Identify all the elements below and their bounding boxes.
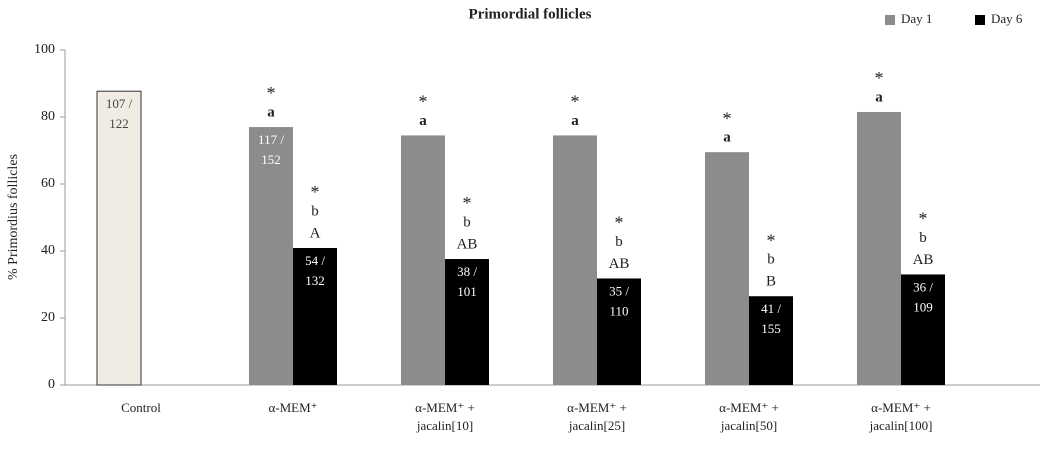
bar	[597, 278, 641, 385]
bar	[749, 296, 793, 385]
significance-marker: a	[267, 104, 275, 120]
legend-label: Day 1	[901, 11, 932, 26]
y-tick-label: 20	[41, 310, 55, 325]
significance-marker: B	[766, 274, 776, 290]
significance-marker: A	[310, 225, 321, 241]
significance-marker: b	[767, 252, 775, 268]
significance-marker: b	[615, 234, 623, 250]
value-label: 107 /122	[106, 96, 133, 131]
bar	[249, 127, 293, 386]
bar	[901, 274, 945, 385]
bar	[445, 259, 489, 385]
x-tick-label: jacalin[50]	[720, 418, 777, 433]
x-tick-label: α-MEM⁺ +	[567, 400, 627, 415]
significance-marker: *	[311, 182, 320, 202]
y-tick-label: 0	[48, 377, 55, 392]
bar	[96, 90, 142, 386]
significance-marker: *	[723, 108, 732, 128]
y-axis-label: % Primordius follicles	[6, 154, 21, 280]
significance-marker: b	[311, 203, 319, 219]
significance-marker: a	[875, 89, 883, 105]
bar	[705, 152, 749, 385]
bar	[401, 135, 445, 385]
chart-title: Primordial follicles	[469, 6, 592, 22]
y-tick-label: 60	[41, 176, 55, 191]
significance-marker: AB	[457, 236, 478, 252]
legend-swatch	[885, 15, 895, 25]
significance-marker: *	[419, 92, 428, 112]
x-tick-label: α-MEM⁺ +	[415, 400, 475, 415]
bar	[553, 135, 597, 385]
significance-marker: *	[571, 92, 580, 112]
significance-marker: b	[919, 230, 927, 246]
significance-marker: *	[919, 209, 928, 229]
value-label: 41 /155	[761, 301, 781, 336]
value-label: 35 /110	[609, 283, 629, 318]
value-label: 38 /101	[457, 264, 477, 299]
y-tick-label: 80	[41, 109, 55, 124]
y-tick-label: 100	[34, 42, 55, 57]
bar	[293, 247, 337, 385]
significance-marker: *	[875, 68, 884, 88]
x-tick-label: jacalin[100]	[869, 418, 933, 433]
x-tick-label: α-MEM⁺ +	[719, 400, 779, 415]
significance-marker: *	[267, 83, 276, 103]
y-tick-label: 40	[41, 243, 55, 258]
x-tick-label: α-MEM⁺	[268, 400, 317, 415]
x-tick-label: α-MEM⁺ +	[871, 400, 931, 415]
significance-marker: *	[615, 213, 624, 233]
significance-marker: *	[463, 193, 472, 213]
significance-marker: AB	[609, 256, 630, 272]
x-tick-label: jacalin[10]	[416, 418, 473, 433]
value-label: 54 /132	[305, 253, 325, 288]
value-label: 117 /152	[258, 132, 284, 167]
value-label: 36 /109	[913, 279, 933, 314]
significance-marker: a	[419, 113, 427, 129]
significance-marker: a	[571, 113, 579, 129]
x-tick-label: jacalin[25]	[568, 418, 625, 433]
significance-marker: b	[463, 214, 471, 230]
legend-swatch	[975, 15, 985, 25]
x-tick-label: Control	[121, 400, 161, 415]
significance-marker: a	[723, 130, 731, 146]
significance-marker: *	[767, 230, 776, 250]
legend-label: Day 6	[991, 11, 1023, 26]
significance-marker: AB	[913, 252, 934, 268]
bar	[857, 111, 901, 385]
